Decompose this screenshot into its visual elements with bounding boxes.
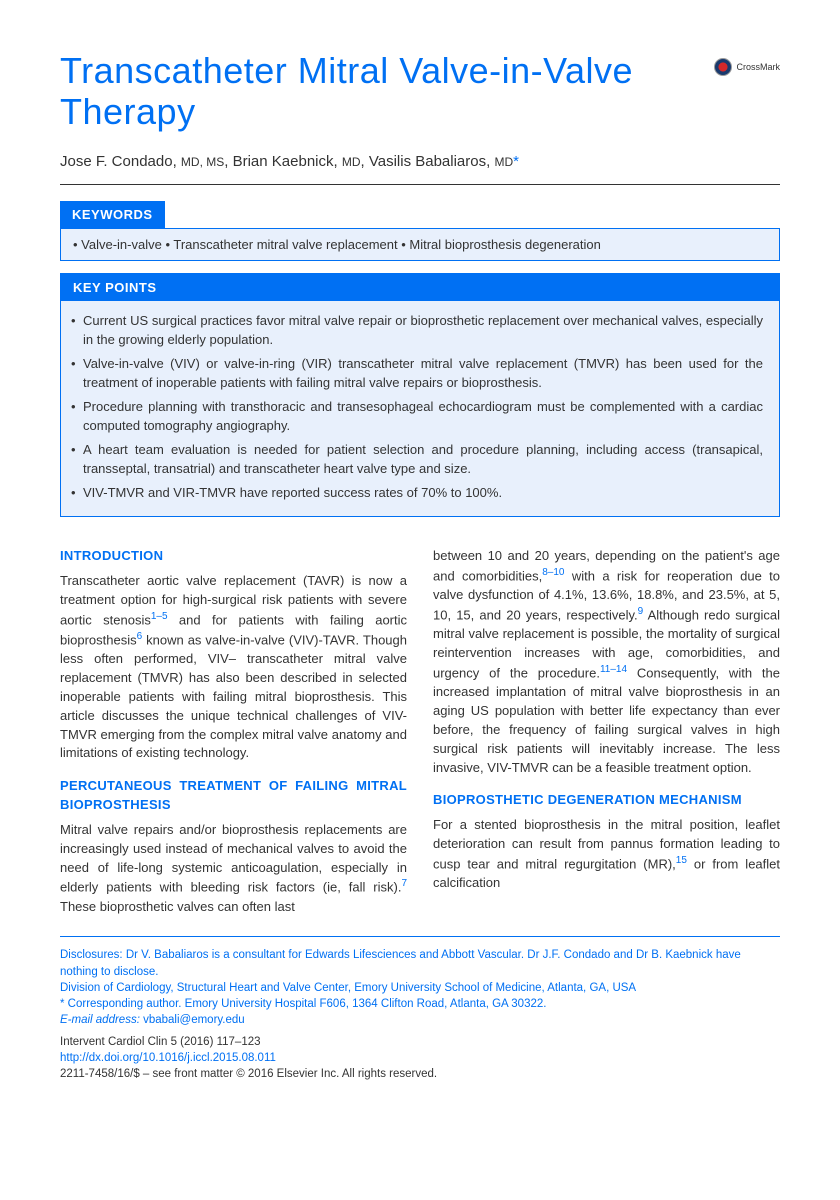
email-label: E-mail address: (60, 1014, 140, 1026)
column-right: between 10 and 20 years, depending on th… (433, 547, 780, 916)
article-body: INTRODUCTION Transcatheter aortic valve … (60, 547, 780, 916)
heading-percutaneous: PERCUTANEOUS TREATMENT OF FAILING MITRAL… (60, 777, 407, 815)
email-line: E-mail address: vbabali@emory.edu (60, 1012, 780, 1028)
keypoints-section: KEY POINTS Current US surgical practices… (60, 273, 780, 518)
corresponding-author: * Corresponding author. Emory University… (60, 996, 780, 1012)
heading-introduction: INTRODUCTION (60, 547, 407, 566)
keypoint-item: Current US surgical practices favor mitr… (69, 311, 763, 350)
paragraph: Mitral valve repairs and/or bioprosthesi… (60, 821, 407, 917)
article-title: Transcatheter Mitral Valve-in-Valve Ther… (60, 50, 714, 133)
affiliation-text: Division of Cardiology, Structural Heart… (60, 980, 780, 996)
paragraph: For a stented bioprosthesis in the mitra… (433, 816, 780, 893)
disclosures-text: Disclosures: Dr V. Babaliaros is a consu… (60, 947, 780, 979)
crossmark-icon (714, 58, 732, 76)
article-footer: Disclosures: Dr V. Babaliaros is a consu… (60, 936, 780, 1082)
crossmark-badge[interactable]: CrossMark (714, 58, 780, 76)
doi-link[interactable]: http://dx.doi.org/10.1016/j.iccl.2015.08… (60, 1050, 780, 1066)
journal-citation: Intervent Cardiol Clin 5 (2016) 117–123 (60, 1034, 780, 1050)
keywords-section: KEYWORDS • Valve-in-valve • Transcathete… (60, 201, 780, 261)
journal-info: Intervent Cardiol Clin 5 (2016) 117–123 … (60, 1034, 780, 1082)
heading-bioprosthetic: BIOPROSTHETIC DEGENERATION MECHANISM (433, 791, 780, 810)
keywords-header: KEYWORDS (60, 201, 165, 228)
keypoints-header: KEY POINTS (61, 274, 779, 301)
keypoint-item: Valve-in-valve (VIV) or valve-in-ring (V… (69, 354, 763, 393)
column-left: INTRODUCTION Transcatheter aortic valve … (60, 547, 407, 916)
copyright-text: 2211-7458/16/$ – see front matter © 2016… (60, 1066, 780, 1082)
keypoint-item: Procedure planning with transthoracic an… (69, 397, 763, 436)
crossmark-label: CrossMark (736, 62, 780, 72)
paragraph: between 10 and 20 years, depending on th… (433, 547, 780, 777)
email-address[interactable]: vbabali@emory.edu (143, 1014, 245, 1026)
keypoints-list: Current US surgical practices favor mitr… (69, 311, 763, 503)
keypoint-item: A heart team evaluation is needed for pa… (69, 440, 763, 479)
keypoint-item: VIV-TMVR and VIR-TMVR have reported succ… (69, 483, 763, 503)
authors-line: Jose F. Condado, MD, MS, Brian Kaebnick,… (60, 153, 780, 185)
keywords-content: • Valve-in-valve • Transcatheter mitral … (60, 228, 780, 261)
paragraph: Transcatheter aortic valve replacement (… (60, 572, 407, 763)
